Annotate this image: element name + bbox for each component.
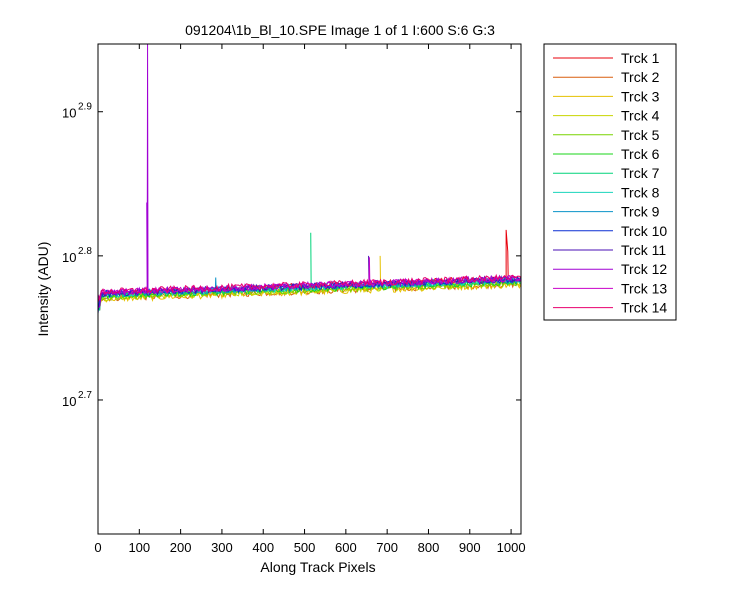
legend-entry: Trck 6: [621, 146, 660, 162]
x-tick-label: 700: [376, 540, 398, 555]
legend-entry: Trck 2: [621, 69, 660, 85]
x-tick-label: 400: [252, 540, 274, 555]
x-tick-label: 500: [294, 540, 316, 555]
y-axis: 10 2.710 2.810 2.9: [62, 102, 521, 409]
y-tick-label-exponent: 2.9: [78, 102, 92, 113]
legend-entry: Trck 1: [621, 50, 660, 66]
legend-entry: Trck 5: [621, 127, 660, 143]
y-axis-title: Intensity (ADU): [35, 242, 51, 337]
legend-entry: Trck 4: [621, 108, 660, 124]
series-line-13: [97, 257, 522, 302]
chart-title: 091204\1b_Bl_10.SPE Image 1 of 1 I:600 S…: [185, 22, 495, 38]
legend-entry: Trck 8: [621, 184, 660, 200]
series-layer: [97, 43, 522, 314]
legend-entry: Trck 14: [621, 300, 667, 316]
legend-items: Trck 1 Trck 2 Trck 3 Trck 4 Trck 5 Trck 6 Trck…: [553, 50, 667, 316]
y-tick-label-exponent: 2.8: [78, 246, 92, 257]
legend-entry: Trck 12: [621, 261, 667, 277]
legend-entry: Trck 13: [621, 280, 667, 296]
x-tick-label: 0: [94, 540, 101, 555]
plot-area: [97, 43, 522, 535]
axes-frame: [97, 43, 522, 535]
x-tick-label: 600: [335, 540, 357, 555]
y-tick-label-base: 10: [62, 106, 76, 121]
legend-box: [543, 43, 677, 321]
legend-entry: Trck 9: [621, 204, 660, 220]
x-tick-label: 200: [170, 540, 192, 555]
x-axis-title: Along Track Pixels: [260, 559, 375, 575]
y-tick-label-base: 10: [62, 394, 76, 409]
x-tick-label: 100: [128, 540, 150, 555]
x-tick-label: 300: [211, 540, 233, 555]
legend-entry: Trck 7: [621, 165, 660, 181]
series-line-14: [97, 273, 522, 303]
legend: Trck 1 Trck 2 Trck 3 Trck 4 Trck 5 Trck 6 Trck…: [543, 43, 677, 321]
x-tick-label: 900: [459, 540, 481, 555]
y-tick-label-base: 10: [62, 250, 76, 265]
y-tick-label-exponent: 2.7: [78, 390, 92, 401]
x-tick-label: 1000: [497, 540, 526, 555]
legend-entry: Trck 11: [621, 242, 666, 258]
x-axis: 0 100 200 300 400 500 600 700 800 900 1000: [94, 44, 526, 555]
legend-entry: Trck 10: [621, 223, 667, 239]
x-tick-label: 800: [418, 540, 440, 555]
legend-entry: Trck 3: [621, 88, 660, 104]
